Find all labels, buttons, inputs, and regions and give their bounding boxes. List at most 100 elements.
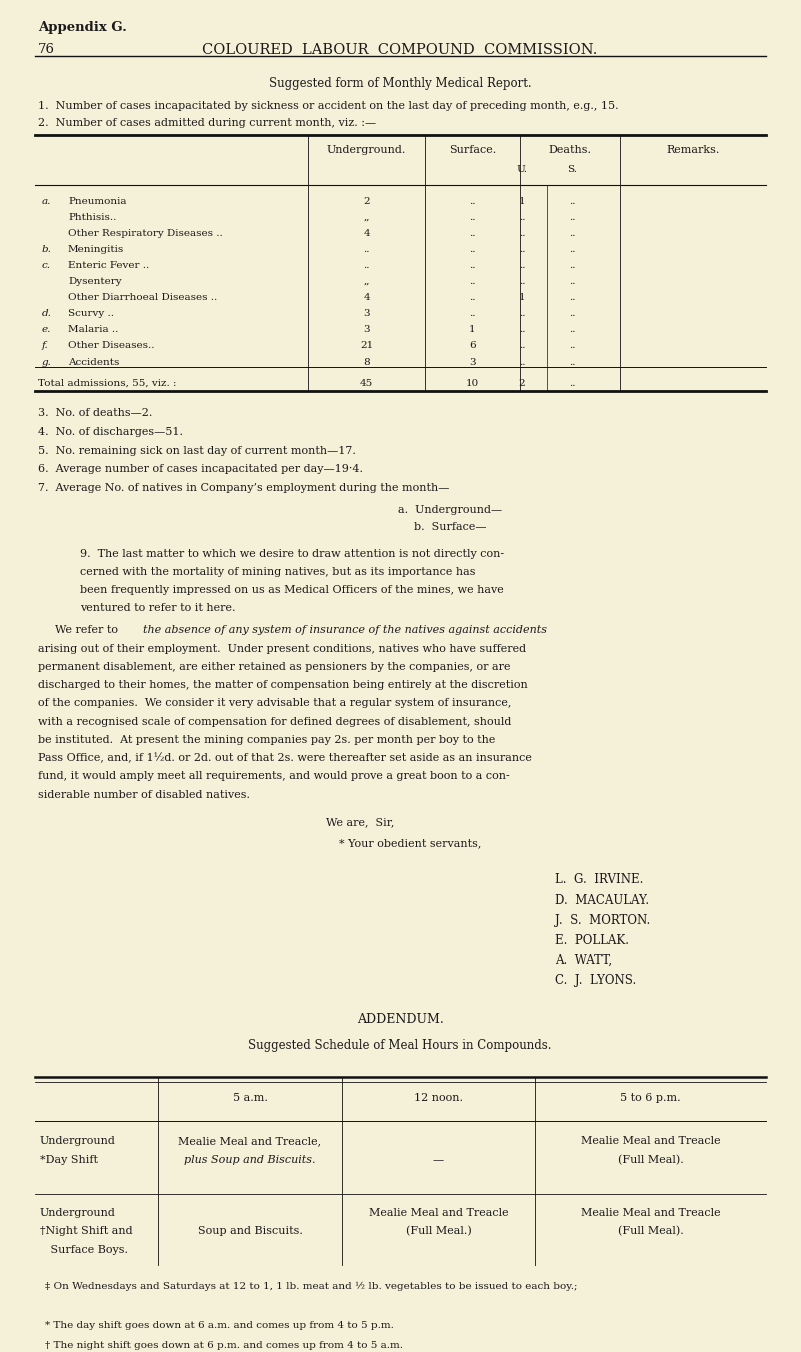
Text: ..: .. (569, 212, 575, 222)
Text: 4.  No. of discharges—51.: 4. No. of discharges—51. (38, 427, 183, 437)
Text: of the companies.  We consider it very advisable that a regular system of insura: of the companies. We consider it very ad… (38, 699, 511, 708)
Text: ..: .. (569, 245, 575, 254)
Text: fund, it would amply meet all requirements, and would prove a great boon to a co: fund, it would amply meet all requiremen… (38, 772, 509, 781)
Text: d.: d. (42, 310, 52, 318)
Text: ..: .. (569, 196, 575, 206)
Text: ..: .. (469, 277, 476, 287)
Text: a.  Underground—: a. Underground— (398, 506, 502, 515)
Text: Underground.: Underground. (327, 145, 406, 155)
Text: Other Diarrhoeal Diseases ..: Other Diarrhoeal Diseases .. (68, 293, 217, 303)
Text: 7.  Average No. of natives in Company’s employment during the month—: 7. Average No. of natives in Company’s e… (38, 483, 449, 493)
Text: U.: U. (517, 165, 528, 174)
Text: 2.  Number of cases admitted during current month, viz. :—: 2. Number of cases admitted during curre… (38, 118, 376, 128)
Text: Other Diseases..: Other Diseases.. (68, 342, 155, 350)
Text: ..: .. (569, 277, 575, 287)
Text: 6.  Average number of cases incapacitated per day—19·4.: 6. Average number of cases incapacitated… (38, 464, 363, 475)
Text: ..: .. (569, 357, 575, 366)
Text: 21: 21 (360, 342, 373, 350)
Text: S.: S. (567, 165, 577, 174)
Text: 1: 1 (519, 196, 525, 206)
Text: Underground: Underground (40, 1137, 116, 1146)
Text: be instituted.  At present the mining companies pay 2s. per month per boy to the: be instituted. At present the mining com… (38, 735, 495, 745)
Text: ..: .. (519, 342, 525, 350)
Text: ADDENDUM.: ADDENDUM. (356, 1013, 444, 1026)
Text: ..: .. (519, 310, 525, 318)
Text: ..: .. (519, 261, 525, 270)
Text: Pneumonia: Pneumonia (68, 196, 127, 206)
Text: * The day shift goes down at 6 a.m. and comes up from 4 to 5 p.m.: * The day shift goes down at 6 a.m. and … (45, 1321, 394, 1330)
Text: 2: 2 (519, 379, 525, 388)
Text: ..: .. (519, 277, 525, 287)
Text: ..: .. (569, 293, 575, 303)
Text: ..: .. (569, 261, 575, 270)
Text: ..: .. (469, 245, 476, 254)
Text: Surface Boys.: Surface Boys. (40, 1245, 128, 1255)
Text: ..: .. (519, 326, 525, 334)
Text: Phthisis..: Phthisis.. (68, 212, 116, 222)
Text: ..: .. (363, 245, 370, 254)
Text: 12 noon.: 12 noon. (414, 1094, 463, 1103)
Text: 45: 45 (360, 379, 373, 388)
Text: Dysentery: Dysentery (68, 277, 122, 287)
Text: ..: .. (469, 196, 476, 206)
Text: f.: f. (42, 342, 49, 350)
Text: ..: .. (363, 261, 370, 270)
Text: ..: .. (519, 357, 525, 366)
Text: been frequently impressed on us as Medical Officers of the mines, we have: been frequently impressed on us as Medic… (80, 585, 504, 595)
Text: e.: e. (42, 326, 51, 334)
Text: siderable number of disabled natives.: siderable number of disabled natives. (38, 790, 250, 799)
Text: Suggested form of Monthly Medical Report.: Suggested form of Monthly Medical Report… (268, 77, 531, 89)
Text: Mealie Meal and Treacle: Mealie Meal and Treacle (368, 1207, 509, 1218)
Text: 8: 8 (363, 357, 370, 366)
Text: 9.  The last matter to which we desire to draw attention is not directly con-: 9. The last matter to which we desire to… (80, 549, 504, 558)
Text: g.: g. (42, 357, 52, 366)
Text: ventured to refer to it here.: ventured to refer to it here. (80, 603, 235, 614)
Text: E.  POLLAK.: E. POLLAK. (555, 934, 629, 946)
Text: 3.  No. of deaths—2.: 3. No. of deaths—2. (38, 408, 152, 418)
Text: b.: b. (42, 245, 52, 254)
Text: Suggested Schedule of Meal Hours in Compounds.: Suggested Schedule of Meal Hours in Comp… (248, 1040, 552, 1052)
Text: Mealie Meal and Treacle: Mealie Meal and Treacle (581, 1207, 720, 1218)
Text: ‡ On Wednesdays and Saturdays at 12 to 1, 1 lb. meat and ½ lb. vegetables to be : ‡ On Wednesdays and Saturdays at 12 to 1… (45, 1282, 578, 1291)
Text: 3: 3 (363, 310, 370, 318)
Text: ..: .. (569, 379, 575, 388)
Text: †Night Shift and: †Night Shift and (40, 1226, 133, 1236)
Text: Remarks.: Remarks. (666, 145, 719, 155)
Text: arising out of their employment.  Under present conditions, natives who have suf: arising out of their employment. Under p… (38, 644, 526, 653)
Text: D.  MACAULAY.: D. MACAULAY. (555, 894, 649, 906)
Text: Appendix G.: Appendix G. (38, 20, 127, 34)
Text: Soup and Biscuits.: Soup and Biscuits. (198, 1226, 303, 1236)
Text: (Full Meal).: (Full Meal). (618, 1226, 683, 1237)
Text: L.  G.  IRVINE.: L. G. IRVINE. (555, 873, 643, 887)
Text: discharged to their homes, the matter of compensation being entirely at the disc: discharged to their homes, the matter of… (38, 680, 528, 690)
Text: ,,: ,, (363, 212, 370, 222)
Text: 3: 3 (469, 357, 476, 366)
Text: 5 to 6 p.m.: 5 to 6 p.m. (620, 1094, 681, 1103)
Text: We are,  Sir,: We are, Sir, (326, 817, 394, 827)
Text: 3: 3 (363, 326, 370, 334)
Text: ..: .. (469, 212, 476, 222)
Text: * Your obedient servants,: * Your obedient servants, (339, 838, 481, 848)
Text: 6: 6 (469, 342, 476, 350)
Text: 2: 2 (363, 196, 370, 206)
Text: ..: .. (569, 228, 575, 238)
Text: ..: .. (469, 310, 476, 318)
Text: ..: .. (469, 261, 476, 270)
Text: † The night shift goes down at 6 p.m. and comes up from 4 to 5 a.m.: † The night shift goes down at 6 p.m. an… (45, 1340, 403, 1349)
Text: ..: .. (569, 310, 575, 318)
Text: J.  S.  MORTON.: J. S. MORTON. (555, 914, 650, 926)
Text: *Day Shift: *Day Shift (40, 1155, 98, 1165)
Text: ..: .. (519, 245, 525, 254)
Text: ,,: ,, (363, 277, 370, 287)
Text: (Full Meal).: (Full Meal). (618, 1155, 683, 1165)
Text: Total admissions, 55, viz. :: Total admissions, 55, viz. : (38, 379, 176, 388)
Text: the absence of any system of insurance of the natives against accidents: the absence of any system of insurance o… (143, 626, 547, 635)
Text: C.  J.  LYONS.: C. J. LYONS. (555, 973, 636, 987)
Text: We refer to: We refer to (55, 626, 122, 635)
Text: permanent disablement, are either retained as pensioners by the companies, or ar: permanent disablement, are either retain… (38, 662, 510, 672)
Text: Pass Office, and, if 1½d. or 2d. out of that 2s. were thereafter set aside as an: Pass Office, and, if 1½d. or 2d. out of … (38, 753, 532, 764)
Text: cerned with the mortality of mining natives, but as its importance has: cerned with the mortality of mining nati… (80, 566, 476, 577)
Text: Other Respiratory Diseases ..: Other Respiratory Diseases .. (68, 228, 223, 238)
Text: Deaths.: Deaths. (549, 145, 591, 155)
Text: 10: 10 (466, 379, 479, 388)
